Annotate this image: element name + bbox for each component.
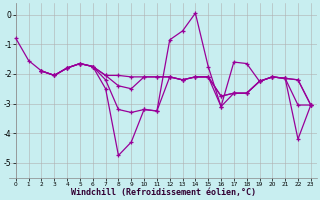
X-axis label: Windchill (Refroidissement éolien,°C): Windchill (Refroidissement éolien,°C) [71, 188, 256, 197]
